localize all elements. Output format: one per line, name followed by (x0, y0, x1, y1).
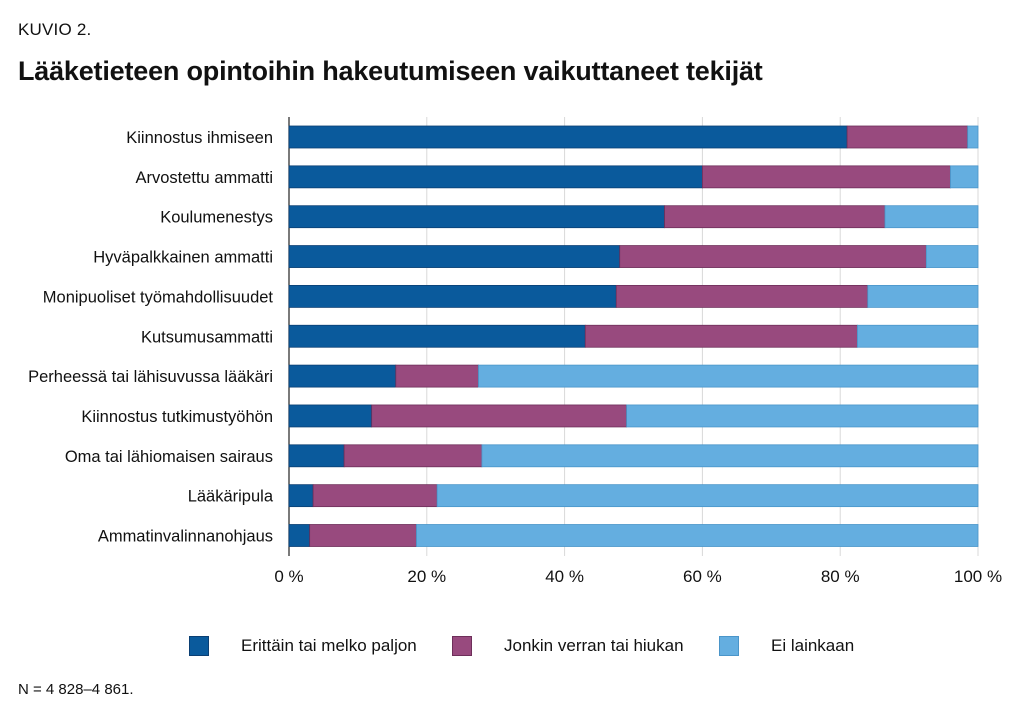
category-label: Perheessä tai lähisuvussa lääkäri (28, 368, 273, 386)
bar-segment-2 (309, 524, 417, 547)
legend-swatch-2 (452, 636, 472, 656)
bar-segment-2 (343, 444, 483, 468)
bar-segment-3 (950, 165, 979, 189)
category-label: Monipuoliset työmahdollisuudet (43, 288, 274, 306)
bar-segment-2 (312, 484, 438, 508)
bar-segment-3 (416, 524, 979, 547)
category-label: Kiinnostus ihmiseen (126, 129, 273, 147)
bar-segment-2 (395, 364, 479, 388)
bar-segment-3 (436, 484, 979, 508)
bar-segment-3 (967, 125, 979, 149)
bar-segment-2 (664, 205, 886, 229)
bar-segment-1 (288, 484, 314, 508)
legend-label-1: Erittäin tai melko paljon (241, 636, 417, 655)
bar-segment-2 (702, 165, 951, 189)
category-label: Lääkäripula (188, 488, 274, 506)
bar-segment-2 (619, 245, 927, 268)
bar-segment-1 (288, 205, 665, 229)
x-tick-label: 100 % (954, 567, 1002, 586)
x-tick-label: 60 % (683, 567, 722, 586)
x-tick-label: 80 % (821, 567, 860, 586)
bar-segment-2 (615, 284, 869, 308)
bar-segment-2 (846, 125, 969, 149)
bar-segment-3 (481, 444, 979, 468)
bar-segment-3 (626, 404, 979, 428)
legend-swatch-1 (189, 636, 209, 656)
bar-segment-3 (857, 324, 979, 348)
category-label: Oma tai lähiomaisen sairaus (65, 448, 273, 466)
bar-segment-1 (288, 245, 621, 268)
legend-item-1: Erittäin tai melko paljon (189, 636, 417, 656)
legend-item-2: Jonkin verran tai hiukan (452, 636, 684, 656)
legend-swatch-3 (719, 636, 739, 656)
bar-segment-3 (925, 245, 979, 268)
legend-item-3: Ei lainkaan (719, 636, 854, 656)
bar-segment-1 (288, 165, 703, 189)
bar-segment-2 (371, 404, 628, 428)
bar-layer (288, 125, 979, 547)
category-label: Kiinnostus tutkimustyöhön (81, 408, 273, 426)
footnote: N = 4 828–4 861. (18, 681, 134, 698)
category-label: Ammatinvalinnanohjaus (98, 528, 273, 546)
x-tick-label: 20 % (407, 567, 446, 586)
chart-title: Lääketieteen opintoihin hakeutumiseen va… (18, 56, 763, 86)
category-label: Koulumenestys (160, 209, 273, 227)
x-tick-label: 0 % (274, 567, 303, 586)
category-label: Kutsumusammatti (141, 328, 273, 346)
legend-label-2: Jonkin verran tai hiukan (504, 636, 684, 655)
bar-segment-3 (867, 284, 979, 308)
bar-segment-1 (288, 404, 373, 428)
bar-segment-1 (288, 524, 311, 547)
bar-segment-1 (288, 364, 397, 388)
bar-segment-3 (478, 364, 979, 388)
stacked-bar-chart: Kiinnostus ihmiseen Arvostettu ammatti Kou… (28, 117, 1002, 586)
bar-segment-3 (884, 205, 979, 229)
bar-segment-2 (584, 324, 858, 348)
bar-segment-1 (288, 444, 345, 468)
x-tick-label: 40 % (545, 567, 584, 586)
legend: Erittäin tai melko paljon Jonkin verran … (0, 636, 1024, 660)
legend-label-3: Ei lainkaan (771, 636, 855, 655)
figure-label: KUVIO 2. (18, 20, 92, 39)
category-label: Hyväpalkkainen ammatti (93, 249, 273, 267)
bar-segment-1 (288, 125, 848, 149)
x-tick-layer: 0 % 20 % 40 % 60 % 80 % 100 % (274, 567, 1002, 586)
category-label-layer: Kiinnostus ihmiseen Arvostettu ammatti Kou… (28, 129, 274, 546)
category-label: Arvostettu ammatti (135, 169, 273, 187)
bar-segment-1 (288, 284, 617, 308)
bar-segment-1 (288, 324, 586, 348)
